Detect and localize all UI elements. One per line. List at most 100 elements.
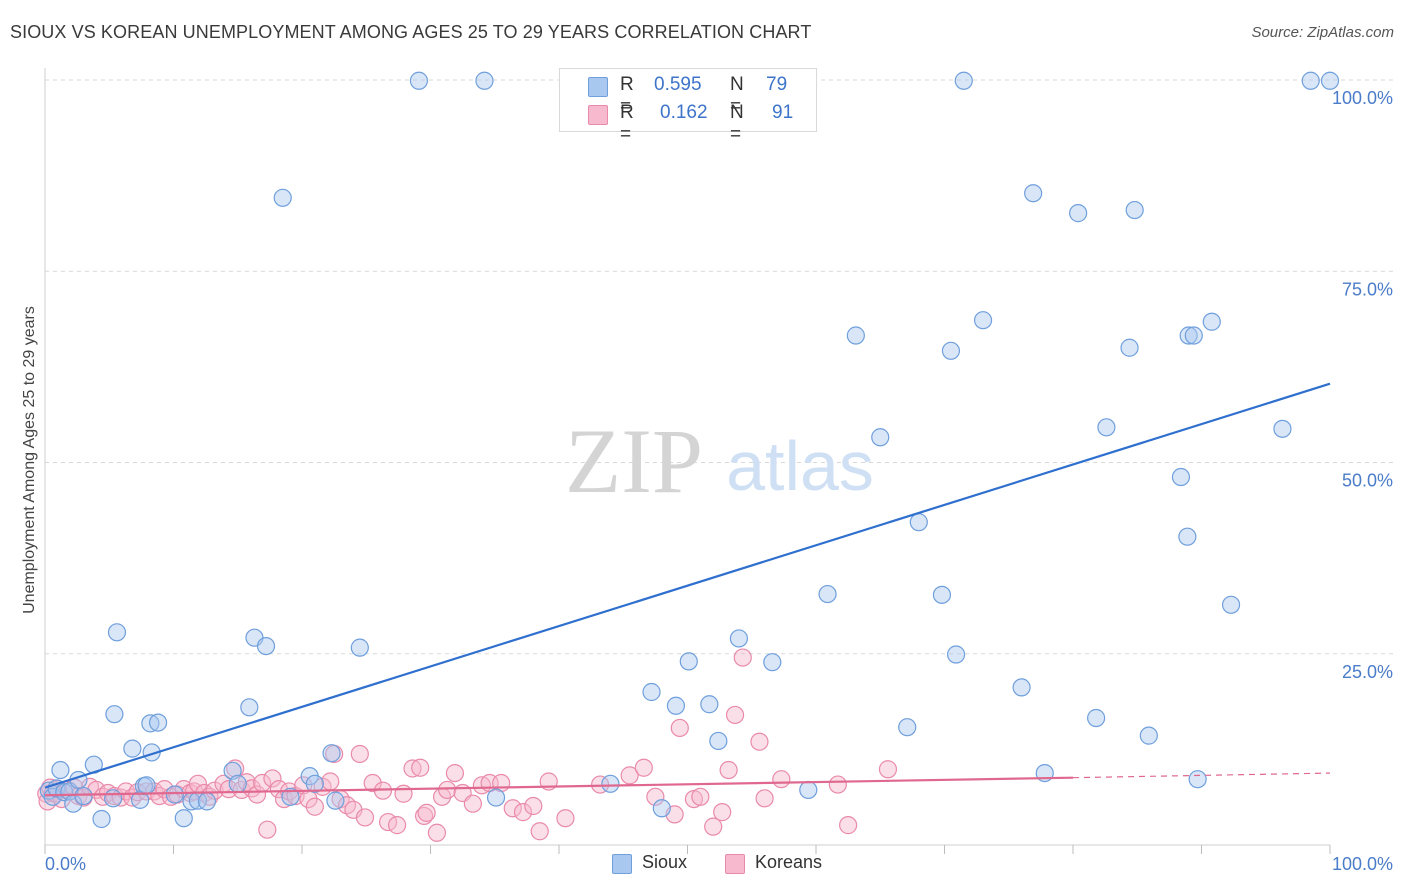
sioux-points (39, 71, 1340, 829)
sioux-point (1139, 726, 1158, 745)
sioux-point (1221, 595, 1241, 614)
legend-n-value: 91 (772, 102, 794, 123)
sioux-point (409, 71, 429, 90)
korean-point (445, 763, 465, 783)
trend-lines (44, 382, 1331, 797)
korean-point (305, 797, 324, 816)
korean-point (219, 780, 238, 799)
sioux-point (281, 787, 300, 806)
sioux-point (197, 792, 217, 811)
korean-point (355, 808, 375, 827)
sioux-point (799, 780, 818, 800)
sioux-point (729, 629, 749, 648)
korean-point (463, 794, 483, 813)
korean-point (719, 760, 738, 780)
sioux-point (652, 799, 671, 818)
sioux-point (273, 188, 292, 207)
korean-point (878, 760, 898, 779)
korean-point (363, 773, 382, 793)
sioux-point (1120, 338, 1139, 357)
korean-point (394, 784, 413, 803)
korean-point (503, 799, 522, 818)
korean-point (263, 769, 282, 788)
sioux-point (946, 645, 966, 664)
watermark-atlas: atlas (726, 427, 874, 505)
y-tick-label: 100.0% (1332, 88, 1393, 108)
y-tick-label: 50.0% (1342, 471, 1393, 491)
sioux-point (51, 760, 70, 780)
sioux-point (1069, 204, 1088, 223)
sioux-point (871, 428, 890, 447)
sioux-point (709, 731, 728, 751)
korean-point (294, 776, 313, 795)
korean-point (258, 820, 277, 839)
legend-r-label: R = (620, 102, 634, 145)
korean-point (438, 780, 457, 800)
korean-trend-line (44, 776, 1074, 797)
korean-point (556, 809, 575, 828)
sioux-point (1273, 419, 1292, 438)
sioux-point (350, 638, 369, 657)
sioux-point (954, 71, 973, 90)
chart-title: SIOUX VS KOREAN UNEMPLOYMENT AMONG AGES … (10, 22, 812, 42)
korean-point (725, 705, 745, 725)
korean-point (704, 817, 723, 836)
korean-point (634, 758, 653, 777)
korean-point (828, 775, 847, 794)
sioux-point (1024, 184, 1043, 203)
legend-r-value: 0.162 (660, 102, 708, 123)
sioux-point (165, 785, 184, 804)
bottom-legend-sioux-label: Sioux (642, 852, 688, 872)
sioux-point (700, 695, 719, 714)
korean-point (321, 772, 340, 791)
legend-swatch-sioux (588, 77, 608, 97)
y-tick-label: 75.0% (1342, 279, 1393, 299)
sioux-point (1179, 326, 1198, 345)
korean-trend-extension (1072, 772, 1331, 779)
sioux-point (846, 326, 865, 345)
sioux-point (123, 739, 142, 758)
korean-point (772, 770, 791, 789)
watermark-zip: ZIP (565, 410, 703, 512)
legend-n-label: N = (730, 74, 744, 117)
legend-swatch-koreans (588, 105, 608, 125)
sioux-point (1184, 326, 1203, 345)
sioux-point (666, 696, 686, 715)
sioux-point (486, 788, 506, 807)
korean-point (530, 822, 549, 841)
sioux-point (74, 786, 93, 806)
sioux-point (105, 705, 124, 724)
sioux-point (305, 774, 324, 793)
sioux-point (1097, 418, 1116, 437)
korean-point (350, 744, 369, 764)
sioux-point (475, 71, 494, 90)
bottom-legend-koreans-label: Koreans (755, 852, 823, 872)
sioux-point (1188, 770, 1207, 789)
sioux-point (43, 787, 62, 806)
sioux-point (137, 776, 156, 795)
sioux-point (763, 653, 782, 672)
x-tick-label-max: 100.0% (1332, 854, 1393, 874)
sioux-point (1320, 71, 1340, 90)
sioux-point (1171, 467, 1191, 487)
korean-point (337, 796, 357, 815)
korean-point (670, 718, 689, 738)
sioux-point (326, 791, 345, 810)
sioux-point (898, 718, 917, 737)
sioux-point (1301, 71, 1320, 90)
legend-r-label: R = (620, 74, 634, 117)
y-tick-label: 25.0% (1342, 662, 1393, 682)
korean-point (414, 806, 434, 826)
sioux-point (322, 744, 341, 763)
korean-point (427, 823, 447, 842)
sioux-point (1012, 678, 1031, 697)
korean-point (733, 648, 752, 667)
sioux-point (941, 341, 961, 360)
bottom-swatch-koreans (725, 854, 745, 874)
korean-point (750, 732, 769, 751)
korean-point (247, 785, 267, 804)
sioux-point (1125, 200, 1144, 220)
korean-point (387, 816, 407, 835)
sioux-point (1087, 708, 1106, 728)
